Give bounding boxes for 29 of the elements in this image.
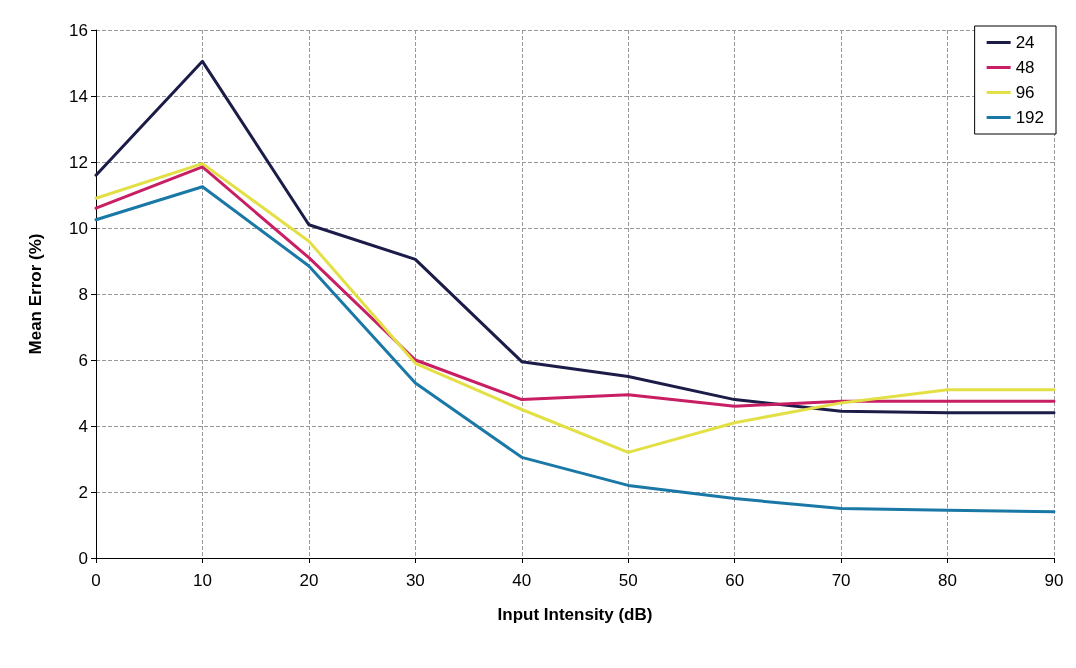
y-tick-label: 12 xyxy=(69,152,88,172)
x-tick-label: 80 xyxy=(938,571,958,590)
y-tick-label: 6 xyxy=(78,350,88,370)
y-tick-label: 10 xyxy=(69,218,88,238)
x-tick-label: 30 xyxy=(405,571,425,590)
x-tick-label: 10 xyxy=(192,571,212,590)
y-axis-title: Mean Error (%) xyxy=(26,233,45,355)
line-series xyxy=(94,59,1056,415)
legend-label: 48 xyxy=(1015,58,1035,77)
y-tick-label: 4 xyxy=(78,416,88,436)
x-tick-label: 40 xyxy=(512,571,532,590)
x-axis-title: Input Intensity (dB) xyxy=(497,605,653,624)
x-tick-label: 90 xyxy=(1044,571,1064,590)
legend-label: 192 xyxy=(1015,108,1045,127)
legend-label: 96 xyxy=(1015,83,1035,102)
y-tick-label: 14 xyxy=(69,86,88,106)
line-series xyxy=(94,185,1056,514)
y-tick-label: 16 xyxy=(69,20,88,40)
x-tick-label: 20 xyxy=(299,571,319,590)
y-tick-label: 0 xyxy=(78,548,88,568)
legend-label: 24 xyxy=(1015,33,1035,52)
x-tick-label: 0 xyxy=(91,571,101,590)
x-tick-label: 50 xyxy=(618,571,638,590)
line-series xyxy=(94,162,1056,454)
line-series xyxy=(94,165,1056,408)
y-tick-label: 8 xyxy=(78,284,88,304)
x-tick-label: 70 xyxy=(831,571,851,590)
x-tick-label: 60 xyxy=(725,571,745,590)
y-tick-label: 2 xyxy=(78,482,88,502)
